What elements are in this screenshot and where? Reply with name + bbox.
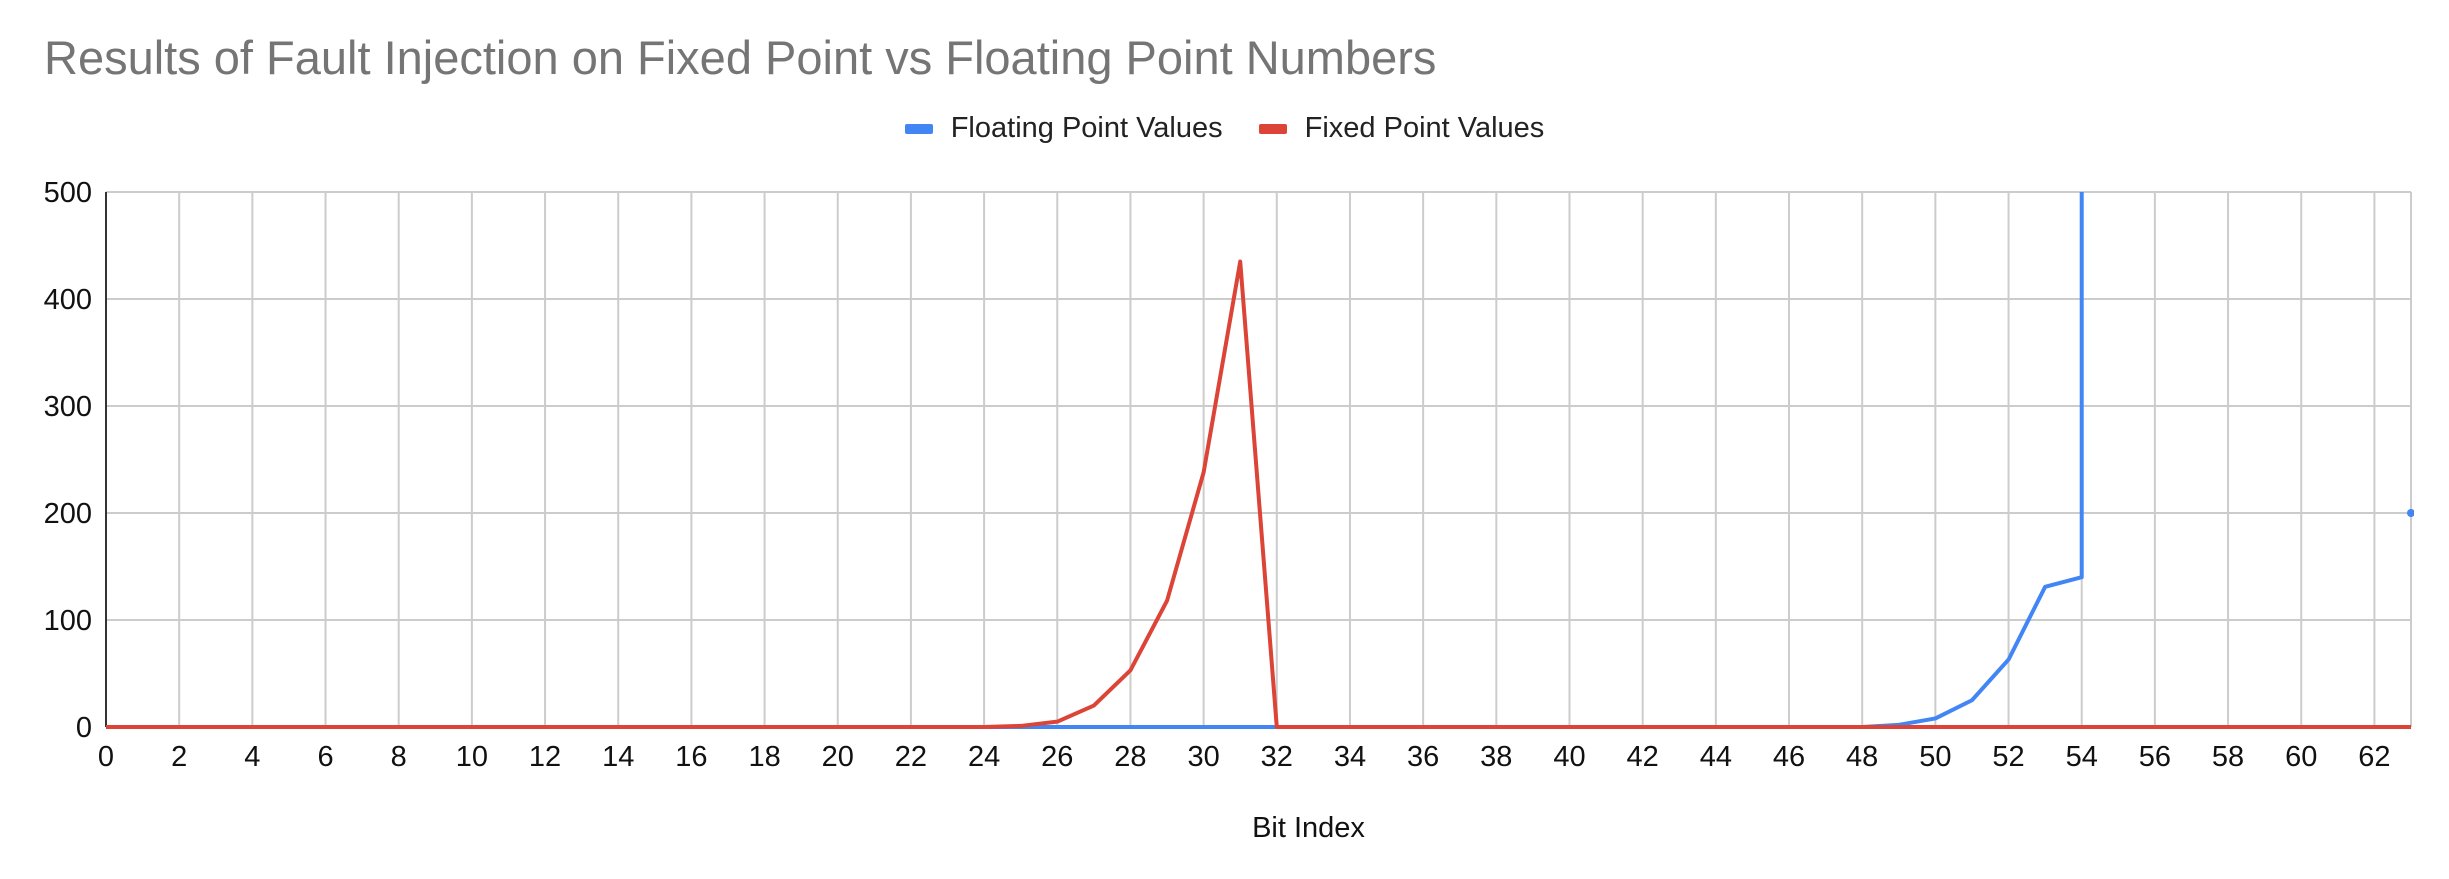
x-tick-label: 48	[1846, 741, 1878, 773]
legend-swatch-floating	[904, 123, 933, 134]
chart-title: Results of Fault Injection on Fixed Poin…	[44, 31, 1437, 84]
x-tick-label: 40	[1553, 741, 1585, 773]
x-tick-label: 24	[968, 741, 1000, 773]
x-tick-label: 16	[675, 741, 707, 773]
x-tick-label: 8	[391, 741, 407, 773]
legend-label-fixed: Fixed Point Values	[1304, 112, 1545, 144]
x-tick-label: 50	[1919, 741, 1951, 773]
x-tick-label: 30	[1187, 741, 1219, 773]
x-tick-label: 46	[1773, 741, 1805, 773]
x-tick-label: 2	[171, 741, 187, 773]
x-tick-label: 0	[98, 741, 114, 773]
series-point-floating	[2407, 509, 2414, 517]
x-tick-label: 18	[748, 741, 780, 773]
y-tick-label: 200	[44, 498, 92, 530]
x-tick-label: 22	[895, 741, 927, 773]
y-tick-label: 0	[76, 712, 92, 744]
legend-swatch-fixed	[1258, 123, 1287, 134]
legend-label-floating: Floating Point Values	[950, 112, 1223, 144]
x-tick-label: 12	[529, 741, 561, 773]
y-tick-label: 100	[44, 605, 92, 637]
x-tick-label: 52	[1992, 741, 2024, 773]
x-axis-ticks: 0 2 4 6 8 10 12 14 16 18 20 22 24 26 28 30 32 34 36 38 40 42 4…	[98, 741, 2391, 773]
chart-legend: Floating Point Values Fixed Point Values	[0, 112, 2449, 145]
x-tick-label: 58	[2212, 741, 2244, 773]
legend-item-fixed[interactable]: Fixed Point Values	[1258, 112, 1545, 145]
x-tick-label: 32	[1261, 741, 1293, 773]
x-tick-label: 14	[602, 741, 634, 773]
x-tick-label: 4	[244, 741, 260, 773]
x-tick-label: 56	[2139, 741, 2171, 773]
x-tick-label: 62	[2358, 741, 2390, 773]
series-line-fixed	[106, 259, 2411, 729]
y-axis-ticks: 0 100 200 300 400 500	[44, 177, 92, 744]
series-lines	[106, 192, 2414, 729]
y-tick-label: 300	[44, 391, 92, 423]
x-tick-label: 38	[1480, 741, 1512, 773]
x-tick-label: 42	[1627, 741, 1659, 773]
x-tick-label: 20	[822, 741, 854, 773]
x-tick-label: 36	[1407, 741, 1439, 773]
grid-lines	[105, 191, 2412, 728]
legend-item-floating[interactable]: Floating Point Values	[904, 112, 1223, 145]
x-tick-label: 10	[456, 741, 488, 773]
x-tick-label: 28	[1114, 741, 1146, 773]
x-tick-label: 34	[1334, 741, 1366, 773]
series-line-floating	[106, 192, 2084, 729]
x-tick-label: 54	[2066, 741, 2098, 773]
x-tick-label: 60	[2285, 741, 2317, 773]
x-tick-label: 44	[1700, 741, 1732, 773]
y-tick-label: 400	[44, 284, 92, 316]
y-tick-label: 500	[44, 177, 92, 209]
x-tick-label: 26	[1041, 741, 1073, 773]
x-axis-title: Bit Index	[1252, 812, 1365, 844]
x-tick-label: 6	[317, 741, 333, 773]
